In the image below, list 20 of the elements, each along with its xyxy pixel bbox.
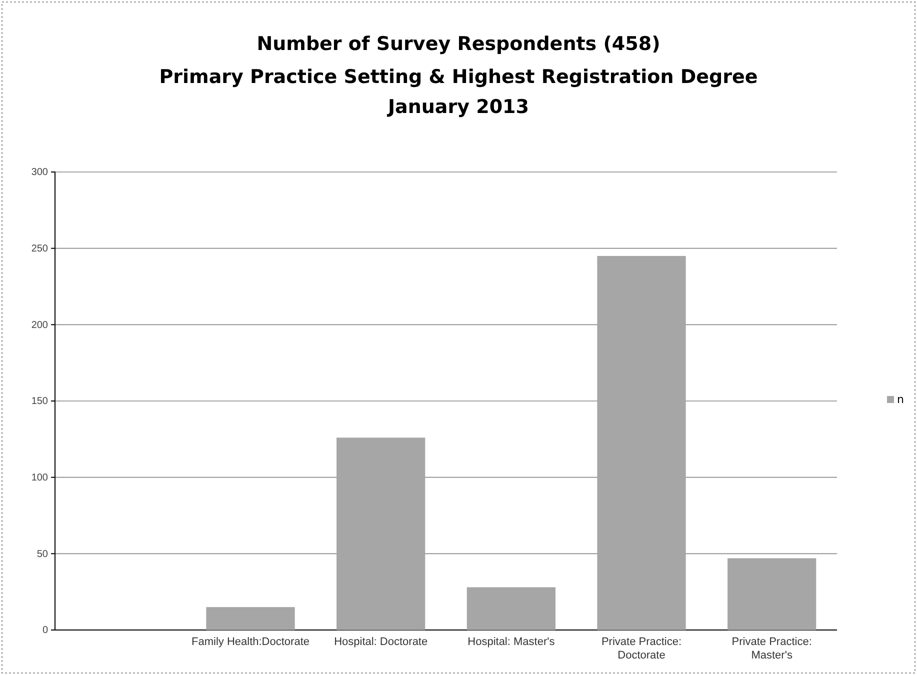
y-tick-label: 250 [31, 244, 48, 255]
bar [336, 438, 426, 630]
chart-title: Number of Survey Respondents (458) [256, 33, 660, 55]
y-tick-label: 0 [42, 625, 48, 636]
y-tick-label: 150 [31, 396, 48, 408]
bar [466, 587, 556, 630]
legend-label: n [897, 393, 904, 406]
x-tick-label: Hospital: Doctorate [334, 636, 428, 648]
y-tick-label: 100 [31, 472, 48, 484]
bar [728, 558, 816, 630]
y-tick-label: 300 [31, 167, 48, 178]
chart-subtitle: Primary Practice Setting & Highest Registration Degree January 2013 [159, 66, 758, 118]
y-tick-label: 50 [36, 548, 48, 560]
y-tick-label: 200 [31, 320, 48, 331]
x-tick-label: Private Practice: Doctorate [601, 636, 682, 662]
x-tick-label: Private Practice: Master's [732, 636, 812, 662]
bar [206, 607, 295, 630]
x-tick-label: Family Health:Doctorate [192, 636, 310, 648]
x-tick-label: Hospital: Master's [468, 636, 556, 648]
bar [597, 256, 686, 630]
